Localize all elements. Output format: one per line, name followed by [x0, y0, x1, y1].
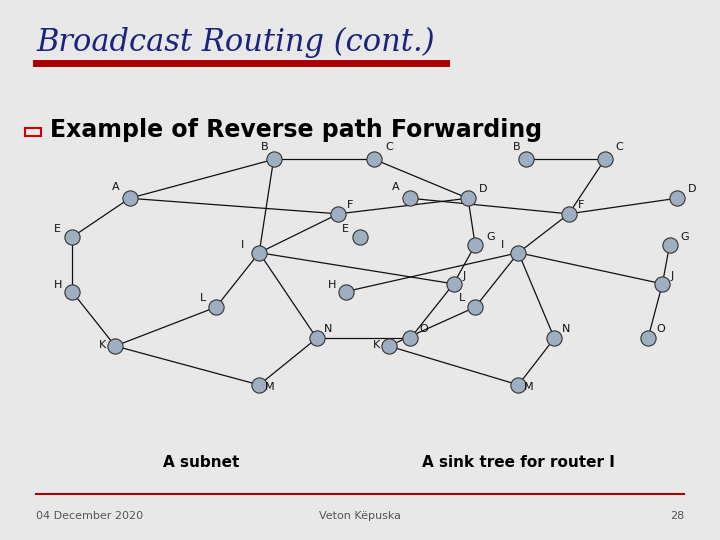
- Text: L: L: [200, 293, 207, 303]
- Point: [448, 280, 459, 288]
- Text: B: B: [513, 143, 521, 152]
- Point: [462, 194, 474, 202]
- Point: [66, 233, 78, 241]
- Text: M: M: [265, 382, 274, 392]
- Text: Broadcast Routing (cont.): Broadcast Routing (cont.): [36, 27, 435, 58]
- Text: A: A: [392, 183, 400, 192]
- Text: N: N: [324, 325, 333, 334]
- Point: [210, 303, 222, 312]
- Text: C: C: [385, 143, 393, 152]
- Point: [383, 342, 395, 350]
- Point: [599, 155, 611, 164]
- Point: [664, 241, 675, 249]
- Point: [268, 155, 279, 164]
- Text: E: E: [342, 224, 349, 234]
- Point: [340, 287, 351, 296]
- Text: C: C: [616, 143, 624, 152]
- Text: J: J: [462, 271, 466, 281]
- Point: [563, 210, 575, 218]
- Point: [369, 155, 380, 164]
- Point: [405, 334, 416, 342]
- Text: K: K: [373, 340, 380, 350]
- Text: G: G: [486, 232, 495, 242]
- Text: K: K: [99, 340, 107, 350]
- Text: Example of Reverse path Forwarding: Example of Reverse path Forwarding: [50, 118, 543, 142]
- Point: [311, 334, 323, 342]
- Text: H: H: [328, 280, 336, 289]
- Text: I: I: [241, 240, 245, 249]
- Point: [469, 303, 481, 312]
- Text: E: E: [54, 224, 61, 234]
- Point: [354, 233, 366, 241]
- Point: [657, 280, 668, 288]
- Text: I: I: [500, 240, 504, 249]
- Point: [109, 342, 121, 350]
- Point: [405, 194, 416, 202]
- Text: N: N: [562, 325, 570, 334]
- Point: [253, 381, 265, 389]
- Text: J: J: [671, 271, 675, 281]
- Text: F: F: [577, 200, 584, 210]
- Text: L: L: [459, 293, 466, 303]
- Text: O: O: [657, 325, 665, 334]
- Text: A: A: [112, 183, 120, 192]
- Text: M: M: [524, 382, 534, 392]
- Point: [253, 248, 265, 257]
- Text: Veton Këpuska: Veton Këpuska: [319, 511, 401, 521]
- Point: [513, 248, 524, 257]
- Text: D: D: [479, 184, 487, 194]
- Text: H: H: [54, 280, 63, 289]
- Text: 28: 28: [670, 511, 684, 521]
- Text: B: B: [261, 143, 269, 152]
- Point: [469, 241, 481, 249]
- Point: [671, 194, 683, 202]
- Point: [124, 194, 135, 202]
- Text: A subnet: A subnet: [163, 455, 240, 470]
- Text: D: D: [688, 184, 696, 194]
- Text: A sink tree for router I: A sink tree for router I: [422, 455, 615, 470]
- Point: [520, 155, 531, 164]
- Point: [513, 381, 524, 389]
- Text: G: G: [680, 232, 689, 242]
- Point: [66, 287, 78, 296]
- Text: O: O: [419, 325, 428, 334]
- Point: [333, 210, 344, 218]
- Point: [642, 334, 654, 342]
- Text: 04 December 2020: 04 December 2020: [36, 511, 143, 521]
- Point: [549, 334, 560, 342]
- Text: F: F: [347, 200, 354, 210]
